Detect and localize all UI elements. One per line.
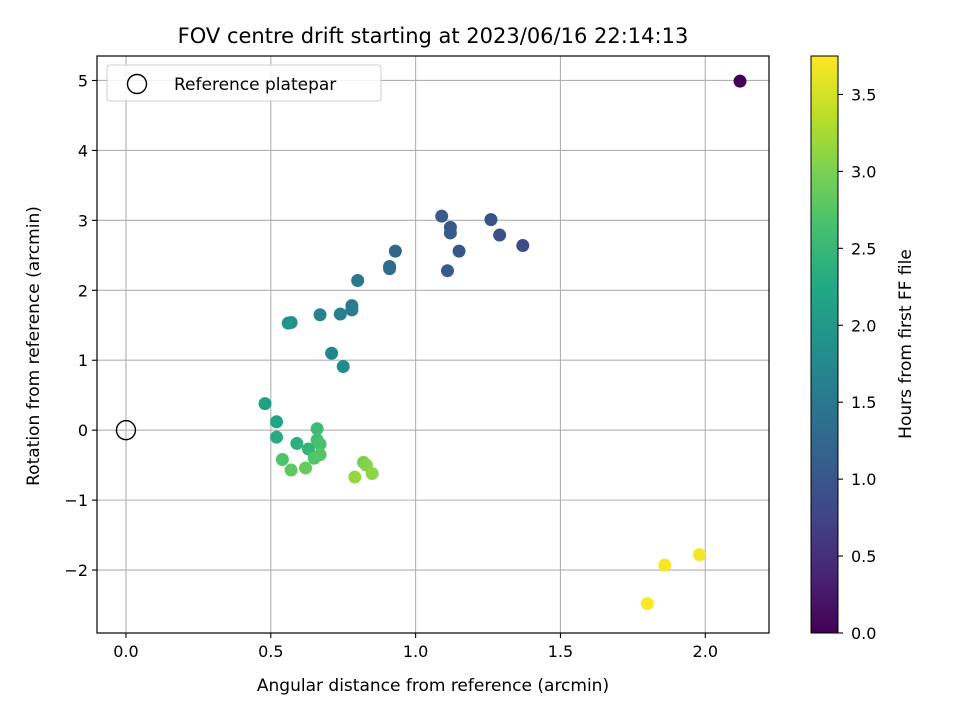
- chart-title: FOV centre drift starting at 2023/06/16 …: [178, 24, 689, 48]
- x-axis-label: Angular distance from reference (arcmin): [257, 676, 609, 696]
- colorbar-gradient: [810, 55, 839, 634]
- data-point: [281, 316, 295, 330]
- data-point: [692, 548, 706, 562]
- y-tick-label: −1: [64, 491, 88, 510]
- data-point: [443, 226, 457, 240]
- data-point: [313, 308, 327, 322]
- data-point: [284, 463, 298, 477]
- x-tick-label: 1.0: [403, 642, 428, 661]
- x-tick-label: 0.0: [113, 642, 138, 661]
- data-point: [345, 303, 359, 317]
- x-tick-label: 0.5: [258, 642, 283, 661]
- colorbar-tick-label: 1.0: [851, 470, 876, 489]
- data-point: [270, 415, 284, 429]
- y-tick-label: 1: [78, 351, 88, 370]
- data-point: [388, 244, 402, 258]
- data-point: [310, 422, 324, 436]
- data-point: [440, 264, 454, 278]
- y-axis-ticks: −2 −1 0 1 2 3 4 5: [64, 71, 97, 580]
- colorbar-tick-label: 2.5: [851, 239, 876, 258]
- data-point: [313, 437, 327, 451]
- data-point: [336, 360, 350, 374]
- colorbar: 0.0 0.5 1.0 1.5 2.0 2.5 3.0 3.5 Hours from firs…: [810, 55, 916, 643]
- y-tick-label: 0: [78, 421, 88, 440]
- legend-box: [106, 64, 382, 102]
- colorbar-tick-label: 2.0: [851, 316, 876, 335]
- data-point: [325, 346, 339, 360]
- data-point: [275, 453, 289, 467]
- colorbar-tick-label: 0.0: [851, 624, 876, 643]
- data-point: [313, 448, 327, 462]
- data-point: [365, 467, 379, 481]
- y-tick-label: 4: [78, 141, 88, 160]
- data-point: [333, 307, 347, 321]
- data-point: [258, 397, 272, 411]
- data-point: [452, 244, 466, 258]
- colorbar-tick-label: 1.5: [851, 393, 876, 412]
- data-points: [258, 74, 747, 611]
- reference-marker-group: [115, 419, 137, 441]
- data-point: [270, 430, 284, 444]
- legend-reference-marker: [126, 73, 148, 95]
- y-axis-label: Rotation from reference (arcmin): [24, 206, 44, 486]
- data-point: [351, 274, 365, 288]
- data-point: [658, 558, 672, 572]
- y-tick-label: 5: [78, 71, 88, 90]
- colorbar-tick-label: 3.0: [851, 162, 876, 181]
- data-point: [493, 228, 507, 242]
- data-point: [299, 461, 313, 475]
- data-point: [435, 209, 449, 223]
- data-point: [290, 436, 304, 450]
- colorbar-tick-label: 3.5: [851, 85, 876, 104]
- x-tick-label: 1.5: [548, 642, 573, 661]
- y-tick-label: 3: [78, 211, 88, 230]
- data-point: [484, 213, 498, 227]
- data-point: [516, 239, 530, 253]
- legend: Reference platepar: [106, 64, 382, 102]
- plot-area-frame: [96, 55, 770, 634]
- data-point: [733, 74, 747, 88]
- colorbar-tick-label: 0.5: [851, 547, 876, 566]
- data-point: [383, 262, 397, 276]
- x-axis-ticks: 0.0 0.5 1.0 1.5 2.0: [113, 633, 718, 661]
- grid-lines: [97, 56, 769, 633]
- colorbar-label: Hours from first FF file: [896, 249, 916, 439]
- data-point: [640, 597, 654, 611]
- data-point: [348, 470, 362, 484]
- legend-entry-label: Reference platepar: [174, 75, 336, 95]
- y-tick-label: 2: [78, 281, 88, 300]
- x-tick-label: 2.0: [693, 642, 718, 661]
- colorbar-ticks: 0.0 0.5 1.0 1.5 2.0 2.5 3.0 3.5: [838, 85, 876, 643]
- y-tick-label: −2: [64, 561, 88, 580]
- reference-platepar-marker: [115, 419, 137, 441]
